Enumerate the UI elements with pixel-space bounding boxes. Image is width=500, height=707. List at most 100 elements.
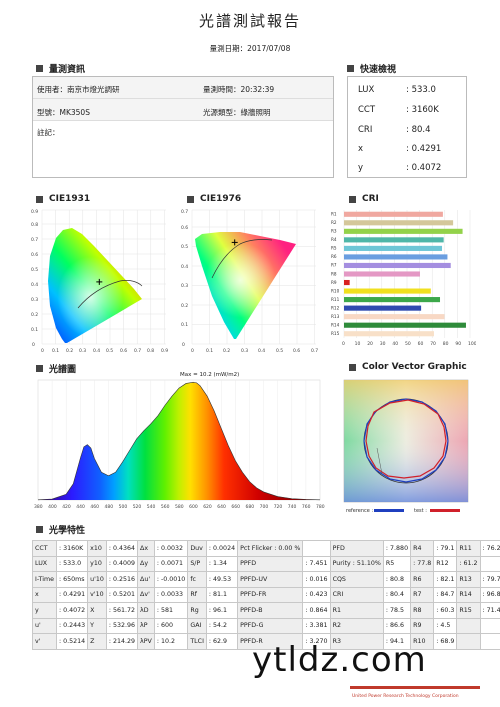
cvg-test-label: test : [414,508,427,514]
table-cell: : 80.8 [382,571,412,588]
spectrum-area [38,382,320,500]
color-vector-graphic: reference : test : [343,379,469,514]
spectrum-xtick: 420 [62,504,71,510]
cri-category-label: R15 [331,331,340,336]
table-cell: : 0.5201 [105,586,139,603]
cie1931-ytick: 0.2 [31,312,38,318]
spectrum-xtick: 540 [147,504,156,510]
table-cell: λD [137,602,155,619]
cvg-test-polygon [365,399,447,479]
table-cell: : 4.5 [433,617,458,634]
table-cell: Δy [137,555,155,572]
cri-bar [344,262,451,269]
qc-key: CRI [358,125,373,135]
spectrum-xtick: 680 [246,504,255,510]
color-vector-heading-text: Color Vector Graphic [362,362,467,372]
table-cell: : 77.8 [410,555,435,572]
cvg-axis-line [376,447,383,475]
table-cell: : 7.451 [302,555,331,572]
table-cell: PFD [329,540,384,557]
table-cell: R4 [410,540,435,557]
table-cell [302,540,331,557]
cie1931-xtick: 0.6 [120,348,127,354]
table-cell: λPV [137,633,155,650]
table-cell: : 0.5214 [55,633,89,650]
table-row: LUX: 533.0 y10: 0.4009 Δy: 0.0071 S/P: 1.34… [32,555,500,572]
section-square-icon [36,365,43,372]
cie1931-ytick: 0.1 [31,327,38,333]
table-row: x: 0.4291 v'10: 0.5201 Δv': 0.0033 Rf: 81.1… [32,586,500,603]
cvg-reference-label: reference : [346,508,373,514]
cri-category-label: R1 [331,212,337,217]
info-time: 量測時間：20:32:39 [203,85,275,94]
quick-check-heading-text: 快速檢視 [360,65,397,75]
qc-key: CCT [358,105,376,115]
table-cell: R11 [456,540,481,557]
table-cell [456,633,481,650]
cie1976-ytick: 0.1 [181,322,188,328]
table-cell: : 533.0 [55,555,89,572]
table-cell: : 0.864 [302,602,331,619]
cie1976-diagram: 0 0.1 0.2 0.3 0.4 0.5 0.6 0.7 0 0.1 0.2 … [181,209,318,354]
cri-category-label: R8 [331,271,337,276]
cie1931-xtick: 0.8 [147,348,154,354]
table-cell: PPFD-G [237,617,304,634]
info-user: 使用者：南京市燈光調研 [37,85,120,94]
cie1931-ytick: 0.7 [31,237,38,243]
table-cell: CCT [32,540,57,557]
cri-category-label: R13 [331,314,340,319]
cie1976-ytick: 0 [182,342,185,348]
table-cell: : 96.1 [205,602,239,619]
table-cell: CRI [329,586,384,603]
table-cell: R6 [410,571,435,588]
spectrum-xtick: 580 [175,504,184,510]
cri-category-label: R4 [331,237,337,242]
table-cell: PPFD [237,555,304,572]
table-cell: : 0.016 [302,571,331,588]
cri-category-label: R12 [331,305,340,310]
measure-date: 量測日期：2017/07/08 [209,44,291,53]
cie1976-xtick: 0.5 [276,348,283,354]
table-cell: GAI [187,617,207,634]
cie1976-ytick: 0.4 [181,264,188,270]
table-cell: : 81.1 [205,586,239,603]
table-cell: v'10 [87,586,107,603]
cie1976-xtick: 0.6 [293,348,300,354]
spectrum-xtick: 460 [90,504,99,510]
cri-category-label: R7 [331,263,337,268]
measure-info-heading-text: 量測資訊 [49,65,86,75]
table-cell: R8 [410,602,435,619]
table-cell: R12 [433,555,458,572]
table-cell: R3 [329,633,384,650]
cri-xtick: 30 [380,341,386,347]
table-cell [479,555,500,572]
watermark-company: United Power Research Technology Corpora… [352,694,459,699]
spectrum-xtick: 740 [288,504,297,510]
qc-value: : 0.4072 [406,163,442,173]
table-cell: : 0.0024 [205,540,239,557]
cie1931-xtick: 0.7 [134,348,141,354]
table-cell: PPFD-R [237,633,304,650]
planckian-locus [211,239,273,279]
table-cell: S/P [187,555,207,572]
table-cell: : 86.6 [382,617,412,634]
table-cell: Rf [187,586,207,603]
cie1976-ytick: 0.3 [181,283,188,289]
table-cell: : 3160K [55,540,89,557]
quick-check-cri: CRI: 80.4 [358,125,431,135]
cie1931-ytick: 0.9 [31,209,38,215]
spectrum-xtick: 560 [161,504,170,510]
table-cell: : 1.34 [205,555,239,572]
qc-value: : 0.4291 [406,144,442,154]
table-cell: R15 [456,602,481,619]
cie1976-xtick: 0.3 [241,348,248,354]
cri-bar [344,254,448,260]
cri-bar [344,271,420,277]
table-cell: : 60.3 [433,602,458,619]
section-square-icon [36,195,43,203]
watermark-logo-bar [350,686,480,689]
spectrum-max-label: Max = 10.2 (mW/m2) [180,372,240,378]
table-cell [479,633,500,650]
table-cell: : 79.1 [433,540,458,557]
quick-check-heading: 快速檢視 [347,62,396,75]
